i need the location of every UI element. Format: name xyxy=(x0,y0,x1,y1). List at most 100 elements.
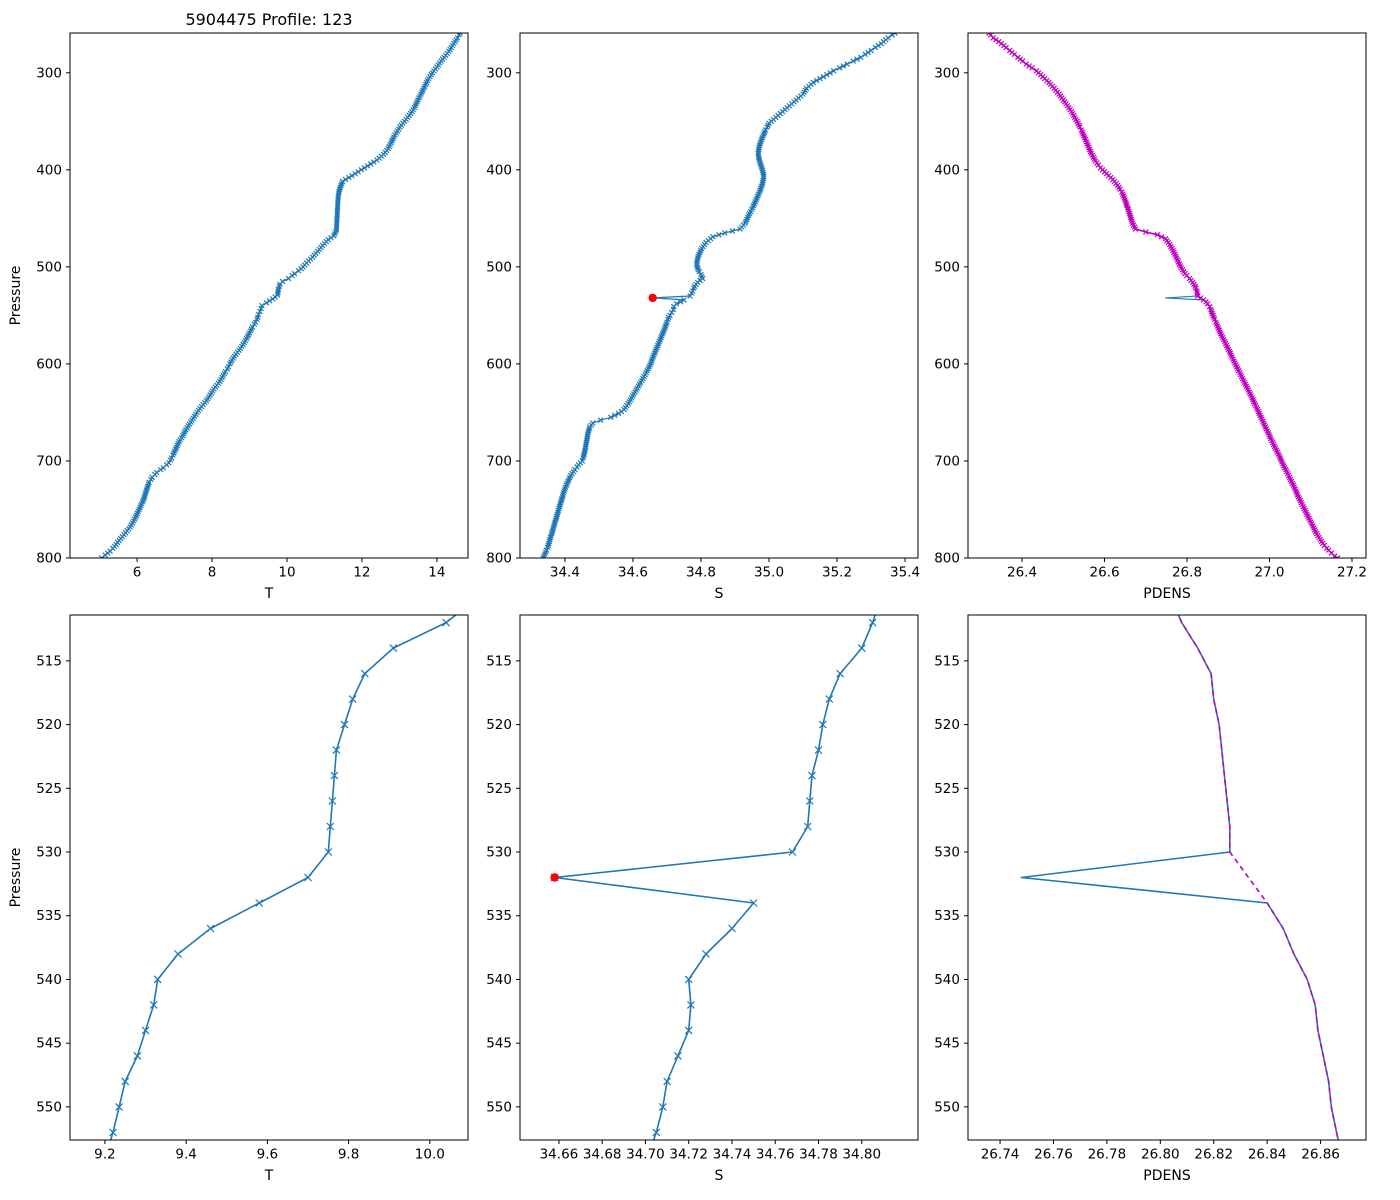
x-tick-label: 26.80 xyxy=(1141,1147,1180,1163)
x-tick-label: 35.4 xyxy=(890,565,920,581)
x-tick-label: 14 xyxy=(428,565,445,581)
x-tick-label: 27.0 xyxy=(1254,565,1284,581)
y-axis-label: Pressure xyxy=(8,848,24,908)
x-tick-label: 34.74 xyxy=(713,1147,752,1163)
x-tick-label: 9.2 xyxy=(94,1147,115,1163)
x-tick-label: 6 xyxy=(133,565,142,581)
series-PDENS-zoom-clean xyxy=(1177,615,1340,1140)
x-tick-label: 26.78 xyxy=(1088,1147,1127,1163)
y-tick-label: 520 xyxy=(934,717,960,733)
y-tick-label: 535 xyxy=(486,908,512,924)
y-tick-label: 400 xyxy=(934,162,960,178)
x-tick-label: 9.4 xyxy=(175,1147,196,1163)
y-tick-label: 550 xyxy=(486,1099,512,1115)
x-tick-label: 12 xyxy=(353,565,370,581)
y-tick-label: 400 xyxy=(36,162,62,178)
x-tick-label: 34.66 xyxy=(540,1147,579,1163)
S-zoom-line xyxy=(553,615,877,1140)
axes-frame xyxy=(967,32,1367,559)
y-tick-label: 545 xyxy=(486,1036,512,1052)
y-tick-label: 600 xyxy=(36,356,62,372)
x-tick-label: 26.6 xyxy=(1089,565,1119,581)
x-tick-label: 34.80 xyxy=(842,1147,881,1163)
series-T-zoom xyxy=(109,615,458,1140)
x-marker-trail xyxy=(109,618,451,1137)
y-tick-label: 545 xyxy=(36,1036,62,1052)
x-tick-label: 26.74 xyxy=(981,1147,1020,1163)
axes-salinity-zoom: 34.66 34.68 34.70 34.72 34.74 34.76 34.78 34.80… xyxy=(486,614,919,1184)
y-tick-label: 530 xyxy=(486,845,512,861)
y-tick-label: 520 xyxy=(486,717,512,733)
x-tick-label: 34.8 xyxy=(686,565,716,581)
x-axis-label: PDENS xyxy=(1143,1168,1191,1184)
x-tick-label: 34.70 xyxy=(626,1147,665,1163)
T-zoom-line xyxy=(109,615,458,1140)
axes-frame xyxy=(69,32,469,559)
x-tick-label: 34.6 xyxy=(618,565,648,581)
axes-temperature-full: 6 8 10 12 14 300 400 500 600 700 800 T Pressure 59044… xyxy=(8,10,469,602)
PDENS-zoom-clean-line xyxy=(1177,615,1340,1140)
axes-pdens-zoom: 26.74 26.76 26.78 26.80 26.82 26.84 26.86 515 52… xyxy=(934,614,1367,1184)
flagged-point-marker xyxy=(550,873,559,882)
axes-pdens-full: 26.4 26.6 26.8 27.0 27.2 300 400 500 600 700 800 PD… xyxy=(934,32,1367,602)
y-tick-label: 530 xyxy=(934,845,960,861)
series-PDENS-with-spike xyxy=(988,33,1338,558)
series-T-profile xyxy=(98,33,463,558)
x-tick-label: 26.76 xyxy=(1034,1147,1073,1163)
y-tick-label: 525 xyxy=(486,781,512,797)
x-tick-label: 9.6 xyxy=(257,1147,278,1163)
axes-frame xyxy=(519,32,919,559)
x-axis-label: S xyxy=(715,1168,724,1184)
y-axis-label: Pressure xyxy=(8,266,24,326)
x-tick-label: 34.68 xyxy=(583,1147,622,1163)
y-tick-label: 535 xyxy=(36,908,62,924)
x-marker-trail xyxy=(98,33,463,558)
y-tick-label: 515 xyxy=(36,653,62,669)
y-tick-label: 700 xyxy=(486,453,512,469)
T-profile-line xyxy=(101,33,461,558)
axes-frame xyxy=(69,614,469,1141)
y-tick-label: 800 xyxy=(934,551,960,567)
axes-temperature-zoom: 9.2 9.4 9.6 9.8 10.0 515 520 525 530 535 540 545 550… xyxy=(8,614,469,1184)
x-axis-label: S xyxy=(715,586,724,602)
x-tick-label: 34.4 xyxy=(550,565,580,581)
series-PDENS-clean xyxy=(986,33,1341,558)
y-tick-label: 400 xyxy=(486,162,512,178)
y-tick-label: 500 xyxy=(934,259,960,275)
series-PDENS-zoom-with-spike xyxy=(1020,615,1340,1140)
y-tick-label: 600 xyxy=(934,356,960,372)
y-tick-label: 600 xyxy=(486,356,512,372)
y-tick-label: 530 xyxy=(36,845,62,861)
x-axis-label: T xyxy=(264,586,274,602)
x-tick-label: 26.4 xyxy=(1007,565,1037,581)
axes-frame xyxy=(519,614,919,1141)
y-tick-label: 500 xyxy=(36,259,62,275)
x-tick-label: 27.2 xyxy=(1337,565,1367,581)
x-tick-label: 10 xyxy=(278,565,295,581)
y-tick-label: 515 xyxy=(486,653,512,669)
y-tick-label: 525 xyxy=(36,781,62,797)
y-tick-label: 800 xyxy=(486,551,512,567)
x-tick-label: 35.2 xyxy=(822,565,852,581)
y-tick-label: 540 xyxy=(486,972,512,988)
x-marker-trail xyxy=(986,33,1341,558)
y-tick-label: 700 xyxy=(934,453,960,469)
axes-frame xyxy=(967,614,1367,1141)
flagged-point-marker xyxy=(648,293,657,303)
y-tick-label: 520 xyxy=(36,717,62,733)
x-tick-label: 9.8 xyxy=(338,1147,359,1163)
y-tick-label: 550 xyxy=(36,1099,62,1115)
x-tick-label: 34.72 xyxy=(669,1147,708,1163)
y-tick-label: 540 xyxy=(36,972,62,988)
y-tick-label: 540 xyxy=(934,972,960,988)
y-tick-label: 500 xyxy=(486,259,512,275)
x-tick-label: 26.84 xyxy=(1248,1147,1287,1163)
y-tick-label: 800 xyxy=(36,551,62,567)
figure-title: 5904475 Profile: 123 xyxy=(185,10,352,29)
x-tick-label: 8 xyxy=(208,565,217,581)
y-tick-label: 515 xyxy=(934,653,960,669)
y-tick-label: 545 xyxy=(934,1036,960,1052)
x-tick-label: 26.8 xyxy=(1172,565,1202,581)
